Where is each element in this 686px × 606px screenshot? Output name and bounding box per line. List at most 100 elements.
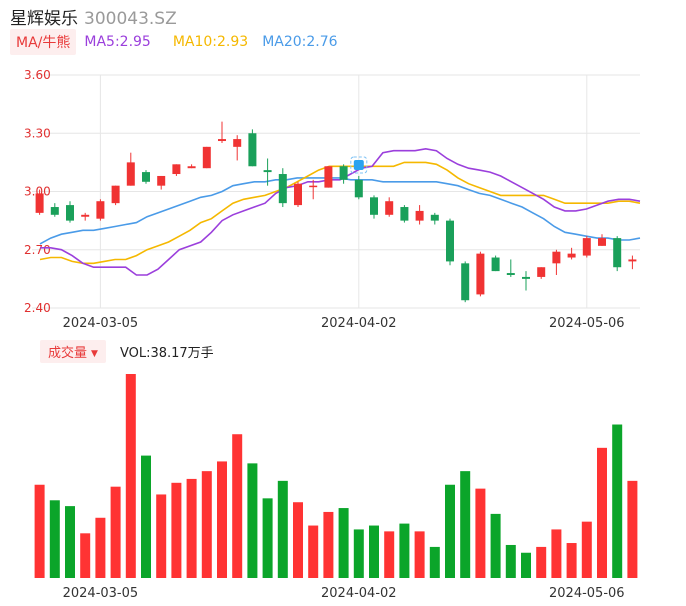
candle-up [233,139,242,147]
volume-bar-down [445,484,455,578]
candle-down [613,238,622,268]
volume-bar-down [369,525,379,578]
ma20-line [39,177,641,245]
candle-down [248,133,257,167]
candle-down [491,257,500,272]
volume-bar-up [293,502,303,578]
volume-bar-up [34,484,45,578]
volume-date-axis: 2024-03-05 2024-04-02 2024-05-06 [63,586,625,601]
marker-icon [353,160,364,170]
candle-up [309,185,318,188]
volume-bar-up [384,531,395,578]
ma5-label: MA5:2.95 [84,34,151,50]
candle-up [202,146,211,169]
x-tick-label: 2024-03-05 [63,316,139,331]
candle-down [400,207,409,221]
candle-down [142,172,150,182]
candle-down [430,214,439,221]
candlesticks [35,121,637,303]
ma10-label: MA10:2.93 [172,34,249,50]
volume-bar-up [80,533,91,578]
volume-bar-up [627,480,638,578]
y-tick-label: 2.40 [24,301,51,315]
volume-bar-up [475,488,486,578]
candle-down [263,170,272,173]
volume-bar-up [323,511,334,578]
stock-code: 300043.SZ [84,9,177,29]
candle-up [582,238,591,256]
volume-bar-up [217,461,227,578]
stock-title: 星辉娱乐 300043.SZ [10,4,177,29]
candle-down [522,276,530,279]
candle-down [66,205,74,221]
volume-bar-down [612,424,623,578]
stock-name: 星辉娱乐 [10,9,78,29]
candle-up [415,210,424,221]
marker-frame-icon [350,156,368,174]
volume-bar-up [597,447,607,578]
candle-down [354,179,363,198]
volume-bar-down [141,455,151,578]
candle-down [370,197,378,215]
volume-bar-up [414,531,425,578]
candle-up [172,164,181,175]
ma20-label: MA20:2.76 [262,34,338,50]
volume-bar-up [95,517,106,578]
volume-bar-down [353,529,364,578]
volume-bar-down [338,508,349,578]
volume-bar-down [399,523,410,578]
candle-down [446,220,454,262]
candle-up [126,162,135,186]
x-tick-label: 2024-05-06 [549,316,625,331]
y-tick-label: 3.00 [24,185,51,199]
candle-down [461,263,470,301]
candle-up [552,251,561,264]
price-grid [32,74,640,309]
latest-marker [350,156,368,174]
x-tick-label: 2024-04-02 [321,586,397,601]
candle-up [628,259,637,262]
volume-bar-up [566,543,577,578]
volume-tab-label: 成交量 [48,345,88,361]
ma-indicator-tab[interactable]: MA/牛熊 [10,29,77,55]
candle-up [35,193,44,213]
x-tick-label: 2024-05-06 [549,586,625,601]
candle-up [324,166,333,188]
candle-up [567,253,576,258]
y-tick-label: 2.70 [24,243,51,257]
x-tick-label: 2024-04-02 [321,316,397,331]
volume-bar-down [490,513,501,578]
dropdown-arrow-icon[interactable]: ▼ [91,348,98,359]
volume-indicator-tab[interactable]: 成交量 ▼ [40,339,106,363]
volume-bar-down [247,463,258,578]
volume-bar-down [505,544,516,578]
volume-bar-down [521,552,531,578]
volume-bar-down [277,480,288,578]
volume-bar-up [201,471,212,578]
volume-bar-down [65,506,75,578]
candle-up [476,253,485,295]
date-axis: 2024-03-05 2024-04-02 2024-05-06 [63,316,625,331]
volume-bar-up [110,486,121,578]
volume-bar-down [460,471,471,578]
candle-up [81,214,90,217]
candle-up [385,201,394,215]
candle-up [187,166,196,169]
volume-legend: 成交量 ▼ VOL:38.17万手 [40,339,214,363]
candle-down [50,207,59,215]
volume-bar-up [186,478,197,578]
volume-bar-up [171,482,182,578]
candle-up [598,238,606,246]
volume-bar-down [262,498,273,578]
candle-down [339,166,348,180]
candle-up [218,139,226,142]
volume-bar-down [429,546,440,578]
candle-down [278,174,287,204]
volume-value: VOL:38.17万手 [119,345,214,361]
volume-bar-up [536,546,547,578]
volume-bar-up [551,529,562,578]
volume-bar-up [125,374,136,578]
volume-bars [34,374,638,578]
candle-up [294,183,302,206]
